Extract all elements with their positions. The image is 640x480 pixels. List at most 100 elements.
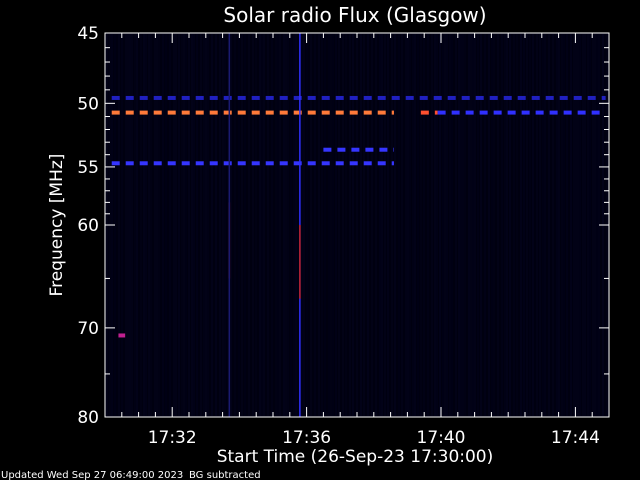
emission-segment <box>265 161 274 166</box>
emission-segment <box>601 95 606 100</box>
emission-segment <box>125 110 134 115</box>
emission-segment <box>573 95 582 100</box>
emission-segment <box>591 110 600 115</box>
emission-segment <box>363 110 372 115</box>
emission-segment <box>451 110 460 115</box>
emission-segment <box>507 110 516 115</box>
emission-segment <box>321 110 330 115</box>
emission-segment <box>419 95 428 100</box>
emission-segment <box>365 147 374 152</box>
x-tick-label: 17:36 <box>282 428 331 448</box>
emission-segment <box>521 110 530 115</box>
emission-segment <box>531 95 540 100</box>
x-tick-label: 17:40 <box>417 428 466 448</box>
emission-segment <box>293 161 302 166</box>
vertical-spikes <box>228 33 301 417</box>
y-tick-label: 70 <box>77 319 99 339</box>
emission-segment <box>307 95 316 100</box>
y-tick-label: 80 <box>77 408 99 428</box>
emission-segment <box>321 95 330 100</box>
emission-segment <box>118 333 126 338</box>
emission-segment <box>251 161 260 166</box>
emission-segment <box>223 95 232 100</box>
emission-segment <box>335 110 344 115</box>
emission-segment <box>349 110 358 115</box>
emission-segment <box>391 161 394 166</box>
emission-segment <box>465 110 474 115</box>
emission-segment <box>363 161 372 166</box>
emission-segment <box>195 110 204 115</box>
emission-segment <box>587 95 596 100</box>
emission-segment <box>279 95 288 100</box>
emission-segment <box>563 110 572 115</box>
footer-bg: BG subtracted <box>189 470 261 480</box>
y-tick-label: 45 <box>77 24 99 44</box>
y-axis-label: Frequency [MHz] <box>47 154 67 297</box>
emission-segment <box>517 95 526 100</box>
emission-segment <box>209 110 218 115</box>
x-tick-label: 17:44 <box>551 428 600 448</box>
emission-segment <box>195 95 204 100</box>
y-tick-label: 60 <box>77 216 99 236</box>
emission-segment <box>251 110 260 115</box>
emission-segment <box>307 110 316 115</box>
emission-segment <box>349 161 358 166</box>
emission-segment <box>251 95 260 100</box>
emission-segment <box>279 161 288 166</box>
emission-segment <box>265 95 274 100</box>
emission-segment <box>335 95 344 100</box>
emission-segment <box>391 95 400 100</box>
emission-segment <box>237 95 246 100</box>
emission-segment <box>475 95 484 100</box>
emission-segment <box>139 161 148 166</box>
emission-segment <box>181 110 190 115</box>
y-tick-label: 50 <box>77 94 99 114</box>
emission-segment <box>377 95 386 100</box>
emission-segment <box>279 110 288 115</box>
emission-segment <box>437 110 446 115</box>
emission-segment <box>125 95 134 100</box>
footer-updated: Updated Wed Sep 27 06:49:00 2023 <box>1 470 183 480</box>
emission-segment <box>393 147 394 152</box>
emission-segment <box>363 95 372 100</box>
emission-segment <box>139 110 148 115</box>
emission-segment <box>535 110 544 115</box>
emission-segment <box>181 95 190 100</box>
emission-segment <box>293 110 302 115</box>
emission-segment <box>223 110 232 115</box>
background-texture <box>106 34 608 416</box>
emission-segment <box>447 95 456 100</box>
emission-segment <box>323 147 332 152</box>
emission-segment <box>237 110 246 115</box>
emission-segment <box>209 161 218 166</box>
emission-segment <box>139 95 148 100</box>
emission-segment <box>153 161 162 166</box>
emission-segment <box>391 110 394 115</box>
emission-segment <box>433 95 442 100</box>
emission-segment <box>349 95 358 100</box>
emission-segment <box>153 95 162 100</box>
emission-segment <box>545 95 554 100</box>
emission-segment <box>377 110 386 115</box>
x-axis-label: Start Time (26-Sep-23 17:30:00) <box>217 447 494 467</box>
emission-segment <box>307 161 316 166</box>
emission-segment <box>195 161 204 166</box>
emission-segment <box>559 95 568 100</box>
emission-segment <box>379 147 388 152</box>
emission-segment <box>111 95 120 100</box>
emission-segment <box>489 95 498 100</box>
emission-segment <box>377 161 386 166</box>
emission-segment <box>237 161 246 166</box>
emission-segment <box>337 147 346 152</box>
y-axis: 45 50 55 60 70 80 <box>77 24 609 428</box>
emission-segment <box>434 110 438 115</box>
emission-segment <box>549 110 558 115</box>
emission-segment <box>577 110 586 115</box>
emission-segment <box>111 161 120 166</box>
emission-segment <box>181 161 190 166</box>
emission-segment <box>167 95 176 100</box>
x-axis: 17:32 17:36 17:40 17:44 <box>104 33 610 448</box>
y-tick-label: 55 <box>77 158 99 178</box>
emission-features <box>111 95 606 338</box>
